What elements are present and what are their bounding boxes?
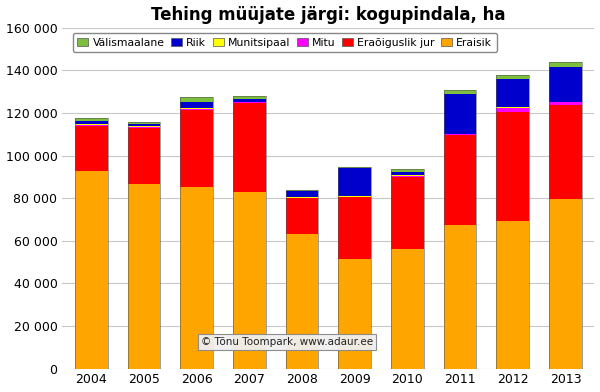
Bar <box>549 105 582 199</box>
Bar <box>75 171 107 368</box>
Bar <box>75 126 107 171</box>
Bar <box>444 94 476 134</box>
Bar <box>444 90 476 368</box>
Bar <box>444 134 476 135</box>
Bar <box>549 102 582 105</box>
Bar <box>496 108 529 112</box>
Bar <box>391 169 424 368</box>
Bar <box>286 197 319 198</box>
Bar <box>181 110 213 187</box>
Bar <box>338 167 371 168</box>
Bar <box>338 167 371 368</box>
Bar <box>549 67 582 102</box>
Legend: Välismaalane, Riik, Munitsipaal, Mitu, Eraõiguslik jur, Eraisik: Välismaalane, Riik, Munitsipaal, Mitu, E… <box>73 33 497 52</box>
Bar <box>444 90 476 94</box>
Bar <box>391 176 424 177</box>
Bar <box>75 124 107 125</box>
Bar <box>549 62 582 67</box>
Bar <box>549 199 582 368</box>
Bar <box>233 192 266 368</box>
Bar <box>391 169 424 172</box>
Bar <box>444 135 476 225</box>
Bar <box>549 62 582 368</box>
Bar <box>286 198 319 234</box>
Bar <box>233 96 266 368</box>
Bar <box>338 168 371 196</box>
Bar <box>128 122 160 368</box>
Bar <box>128 124 160 126</box>
Bar <box>128 127 160 128</box>
Bar <box>286 191 319 197</box>
Bar <box>338 259 371 368</box>
Bar <box>391 175 424 176</box>
Bar <box>233 99 266 102</box>
Bar <box>391 177 424 249</box>
Text: © Tõnu Toompark, www.adaur.ee: © Tõnu Toompark, www.adaur.ee <box>200 337 373 347</box>
Bar <box>75 118 107 121</box>
Bar <box>181 109 213 110</box>
Bar <box>128 122 160 124</box>
Bar <box>444 225 476 368</box>
Bar <box>391 172 424 175</box>
Bar <box>75 121 107 124</box>
Bar <box>338 197 371 259</box>
Bar <box>181 187 213 368</box>
Bar <box>496 75 529 368</box>
Bar <box>128 184 160 368</box>
Bar <box>181 102 213 108</box>
Bar <box>496 112 529 221</box>
Bar <box>233 96 266 99</box>
Bar <box>496 221 529 368</box>
Bar <box>496 107 529 108</box>
Bar <box>286 190 319 368</box>
Bar <box>286 234 319 368</box>
Bar <box>496 79 529 107</box>
Bar <box>75 125 107 126</box>
Bar <box>391 249 424 368</box>
Bar <box>181 97 213 102</box>
Bar <box>496 75 529 79</box>
Title: Tehing müüjate järgi: kogupindala, ha: Tehing müüjate järgi: kogupindala, ha <box>151 5 506 24</box>
Bar <box>233 102 266 103</box>
Bar <box>181 108 213 109</box>
Bar <box>128 126 160 127</box>
Bar <box>128 128 160 184</box>
Bar <box>338 196 371 197</box>
Bar <box>286 190 319 191</box>
Bar <box>233 103 266 192</box>
Bar <box>181 97 213 368</box>
Bar <box>75 118 107 368</box>
